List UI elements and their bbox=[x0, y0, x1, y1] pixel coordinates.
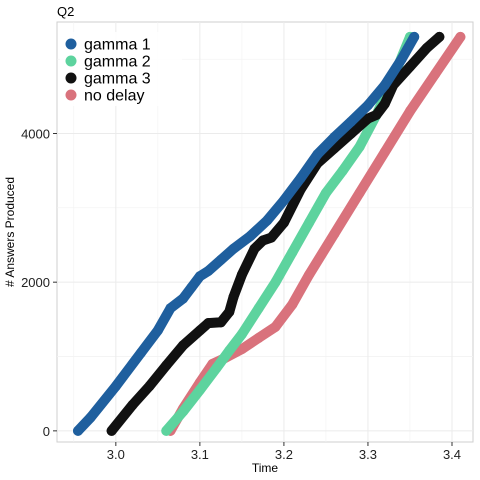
data-point bbox=[379, 147, 390, 158]
x-tick-label: 3.1 bbox=[191, 447, 209, 462]
data-point bbox=[178, 293, 189, 304]
data-point bbox=[85, 412, 96, 423]
data-point bbox=[165, 303, 176, 314]
data-point bbox=[194, 325, 205, 336]
data-point bbox=[295, 173, 306, 184]
legend-swatch bbox=[65, 72, 77, 84]
data-point bbox=[211, 362, 222, 373]
data-point bbox=[396, 54, 407, 65]
legend-swatch bbox=[65, 38, 77, 50]
data-point bbox=[346, 116, 357, 127]
y-axis-label: # Answers Produced bbox=[3, 177, 17, 287]
legend-label: gamma 3 bbox=[84, 71, 151, 88]
legend-label: gamma 1 bbox=[84, 37, 151, 54]
data-point bbox=[287, 247, 298, 258]
y-tick-label: 2000 bbox=[21, 275, 50, 290]
data-point bbox=[404, 61, 415, 72]
series-layer bbox=[73, 31, 466, 436]
data-point bbox=[421, 43, 432, 54]
data-point bbox=[329, 132, 340, 143]
data-point bbox=[228, 292, 239, 303]
data-point bbox=[409, 31, 420, 42]
data-point bbox=[144, 381, 155, 392]
data-point bbox=[194, 271, 205, 282]
data-point bbox=[287, 299, 298, 310]
data-point bbox=[304, 269, 315, 280]
data-point bbox=[278, 195, 289, 206]
data-point bbox=[320, 187, 331, 198]
data-point bbox=[178, 340, 189, 351]
data-point bbox=[73, 425, 84, 436]
data-point bbox=[215, 317, 226, 328]
data-point bbox=[106, 425, 117, 436]
data-point bbox=[236, 344, 247, 355]
data-point bbox=[354, 187, 365, 198]
y-tick-label: 0 bbox=[43, 424, 50, 439]
y-tick-label: 4000 bbox=[21, 127, 50, 142]
x-tick-label: 3.3 bbox=[359, 447, 377, 462]
data-point bbox=[379, 98, 390, 109]
x-tick-label: 3.2 bbox=[275, 447, 293, 462]
data-point bbox=[430, 69, 441, 80]
legend-background bbox=[60, 32, 182, 106]
data-point bbox=[354, 141, 365, 152]
data-point bbox=[304, 217, 315, 228]
data-point bbox=[194, 384, 205, 395]
legend-swatch bbox=[65, 89, 77, 101]
series-line-no-delay bbox=[165, 31, 466, 436]
data-point bbox=[253, 332, 264, 343]
data-point bbox=[224, 345, 235, 356]
chart-title: Q2 bbox=[57, 4, 74, 19]
data-point bbox=[362, 113, 373, 124]
data-point bbox=[257, 235, 268, 246]
data-point bbox=[203, 318, 214, 329]
data-point bbox=[346, 128, 357, 139]
data-point bbox=[236, 269, 247, 280]
data-point bbox=[186, 282, 197, 293]
data-point bbox=[224, 306, 235, 317]
data-point bbox=[270, 321, 281, 332]
data-point bbox=[455, 31, 466, 42]
data-point bbox=[110, 381, 121, 392]
data-point bbox=[136, 347, 147, 358]
data-point bbox=[379, 80, 390, 91]
data-point bbox=[262, 215, 273, 226]
x-tick-label: 3.0 bbox=[107, 447, 125, 462]
data-point bbox=[161, 425, 172, 436]
data-point bbox=[270, 277, 281, 288]
data-point bbox=[404, 106, 415, 117]
axes: 3.0 3.1 3.2 3.3 3.4 0 2000 4000 bbox=[21, 127, 461, 462]
data-point bbox=[127, 399, 138, 410]
data-point bbox=[249, 243, 260, 254]
legend-swatch bbox=[65, 55, 77, 67]
data-point bbox=[278, 217, 289, 228]
data-point bbox=[253, 303, 264, 314]
data-point bbox=[178, 406, 189, 417]
data-point bbox=[266, 232, 277, 243]
data-point bbox=[152, 325, 163, 336]
data-point bbox=[245, 231, 256, 242]
data-point bbox=[312, 149, 323, 160]
data-point bbox=[337, 165, 348, 176]
data-point bbox=[215, 254, 226, 265]
data-point bbox=[203, 266, 214, 277]
x-axis-label: Time bbox=[252, 461, 279, 475]
legend-label: gamma 2 bbox=[84, 54, 151, 71]
data-point bbox=[434, 31, 445, 42]
data-point bbox=[371, 109, 382, 120]
series-line-gamma-2 bbox=[161, 31, 415, 436]
data-point bbox=[236, 329, 247, 340]
data-point bbox=[329, 228, 340, 239]
x-tick-label: 3.4 bbox=[443, 447, 461, 462]
data-point bbox=[228, 243, 239, 254]
data-point bbox=[362, 100, 373, 111]
legend-label: no delay bbox=[84, 88, 145, 105]
data-point bbox=[161, 360, 172, 371]
